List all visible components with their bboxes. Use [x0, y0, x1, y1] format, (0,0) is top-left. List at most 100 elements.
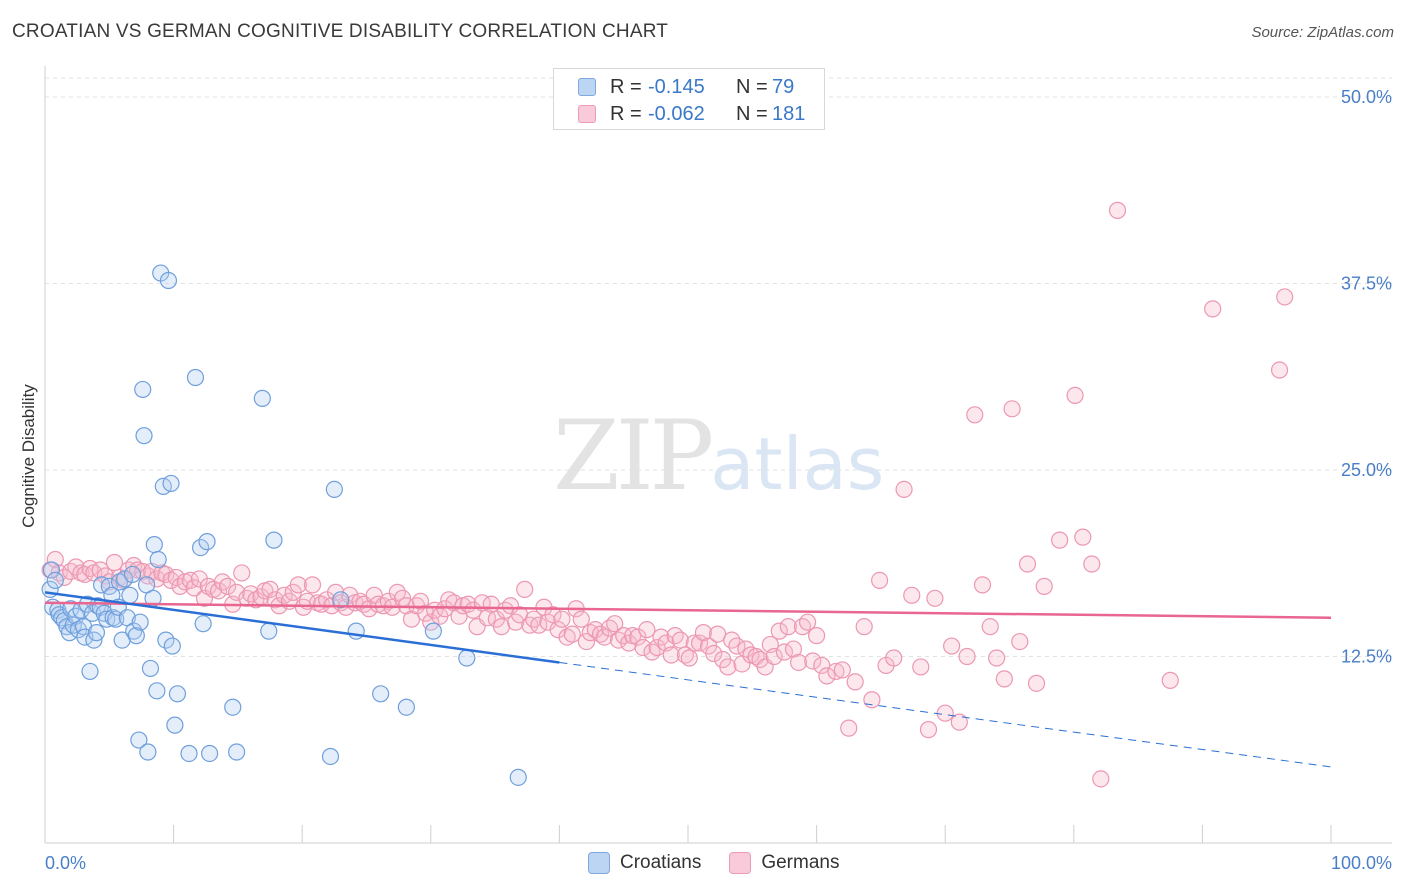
- legend-item-germans[interactable]: Germans: [729, 852, 839, 874]
- croatians-series: [41, 264, 527, 786]
- croatian-point: [224, 698, 242, 716]
- german-point: [1204, 300, 1222, 318]
- german-point: [577, 632, 596, 651]
- german-point: [634, 638, 652, 657]
- german-point: [1035, 577, 1053, 595]
- croatian-point: [149, 550, 167, 569]
- german-point: [919, 721, 938, 739]
- croatian-point: [194, 615, 212, 633]
- legend-n-label: N =: [736, 75, 768, 98]
- german-point: [903, 586, 921, 604]
- german-point: [871, 571, 889, 590]
- croatian-point: [332, 591, 350, 609]
- croatian-point: [265, 531, 283, 549]
- german-point: [804, 652, 822, 670]
- german-point: [247, 591, 265, 609]
- croatian-point: [186, 368, 205, 387]
- legend-item-croatians[interactable]: Croatians: [588, 852, 701, 874]
- german-point: [662, 646, 680, 664]
- legend-row-germans: R = -0.062 N = 181: [578, 102, 805, 126]
- german-point: [1018, 555, 1037, 573]
- croatians-trend-line: [44, 591, 560, 664]
- german-point: [185, 579, 203, 597]
- german-point: [885, 649, 903, 667]
- legend-row-croatians: R = -0.145 N = 79: [578, 75, 794, 99]
- german-point: [988, 649, 1006, 667]
- german-point: [46, 550, 64, 569]
- german-point: [855, 618, 873, 636]
- german-point: [167, 568, 185, 587]
- german-point: [950, 713, 968, 731]
- y-tick-label: 50.0%: [1341, 87, 1392, 107]
- legend-r-label: R =: [610, 102, 642, 125]
- croatian-point: [148, 682, 166, 700]
- german-point: [210, 582, 228, 600]
- german-point: [544, 606, 562, 624]
- german-point: [228, 583, 246, 601]
- croatian-point: [131, 613, 149, 631]
- german-point: [912, 658, 930, 676]
- croatian-point: [123, 565, 142, 584]
- german-point: [705, 644, 723, 663]
- croatian-point: [141, 659, 160, 678]
- croatian-point: [145, 535, 163, 554]
- x-tick-label-min: 0.0%: [45, 853, 86, 873]
- croatians-swatch: [578, 78, 596, 96]
- croatian-point: [159, 271, 178, 290]
- german-point: [798, 613, 817, 631]
- german-point: [818, 667, 836, 685]
- x-tick-label-max: 100.0%: [1331, 853, 1392, 873]
- germans-legend-label: Germans: [761, 852, 840, 873]
- german-point: [995, 670, 1013, 688]
- croatian-point: [372, 685, 390, 703]
- germans-legend-swatch: [729, 852, 752, 874]
- croatian-point: [509, 768, 527, 786]
- german-point: [553, 610, 571, 628]
- german-point: [863, 691, 881, 709]
- german-point: [1027, 674, 1046, 692]
- croatian-point: [424, 622, 442, 640]
- watermark-atlas: atlas: [710, 422, 885, 506]
- german-point: [1083, 555, 1101, 573]
- german-point: [671, 631, 689, 649]
- croatian-point: [162, 474, 180, 493]
- german-point: [606, 615, 624, 633]
- series-legend: Croatians Germans: [588, 852, 867, 874]
- german-point: [1108, 201, 1127, 219]
- croatian-point: [201, 744, 219, 763]
- german-point: [966, 406, 984, 424]
- german-point: [1270, 361, 1289, 379]
- germans-swatch: [578, 105, 596, 123]
- german-point: [1074, 528, 1092, 546]
- croatian-point: [157, 631, 175, 649]
- german-point: [648, 638, 666, 657]
- legend-n-value: 181: [772, 102, 806, 125]
- german-point: [162, 571, 180, 590]
- german-point: [936, 704, 954, 722]
- german-point: [558, 628, 576, 646]
- croatian-point: [260, 622, 278, 640]
- legend-r-label: R =: [610, 75, 642, 98]
- croatian-point: [42, 561, 61, 579]
- german-point: [1066, 386, 1084, 404]
- german-point: [516, 580, 534, 598]
- chart-source: Source: ZipAtlas.com: [1251, 24, 1394, 41]
- german-point: [827, 662, 845, 681]
- croatian-point: [192, 538, 210, 557]
- german-point: [789, 653, 808, 672]
- croatian-point: [168, 685, 187, 703]
- y-tick-label: 25.0%: [1341, 460, 1392, 480]
- german-point: [1092, 770, 1110, 788]
- german-point: [770, 622, 788, 640]
- croatian-point: [127, 627, 145, 645]
- croatians-legend-label: Croatians: [620, 852, 702, 873]
- croatian-point: [458, 649, 476, 667]
- german-point: [572, 610, 590, 628]
- german-point: [1011, 632, 1029, 651]
- german-point: [926, 589, 944, 607]
- croatians-legend-swatch: [588, 852, 610, 874]
- correlation-legend: R = -0.145 N = 79 R = -0.062 N = 181: [553, 68, 825, 130]
- y-axis-tick-labels: 12.5% 25.0% 37.5% 50.0%: [1341, 87, 1392, 667]
- german-point: [563, 625, 581, 643]
